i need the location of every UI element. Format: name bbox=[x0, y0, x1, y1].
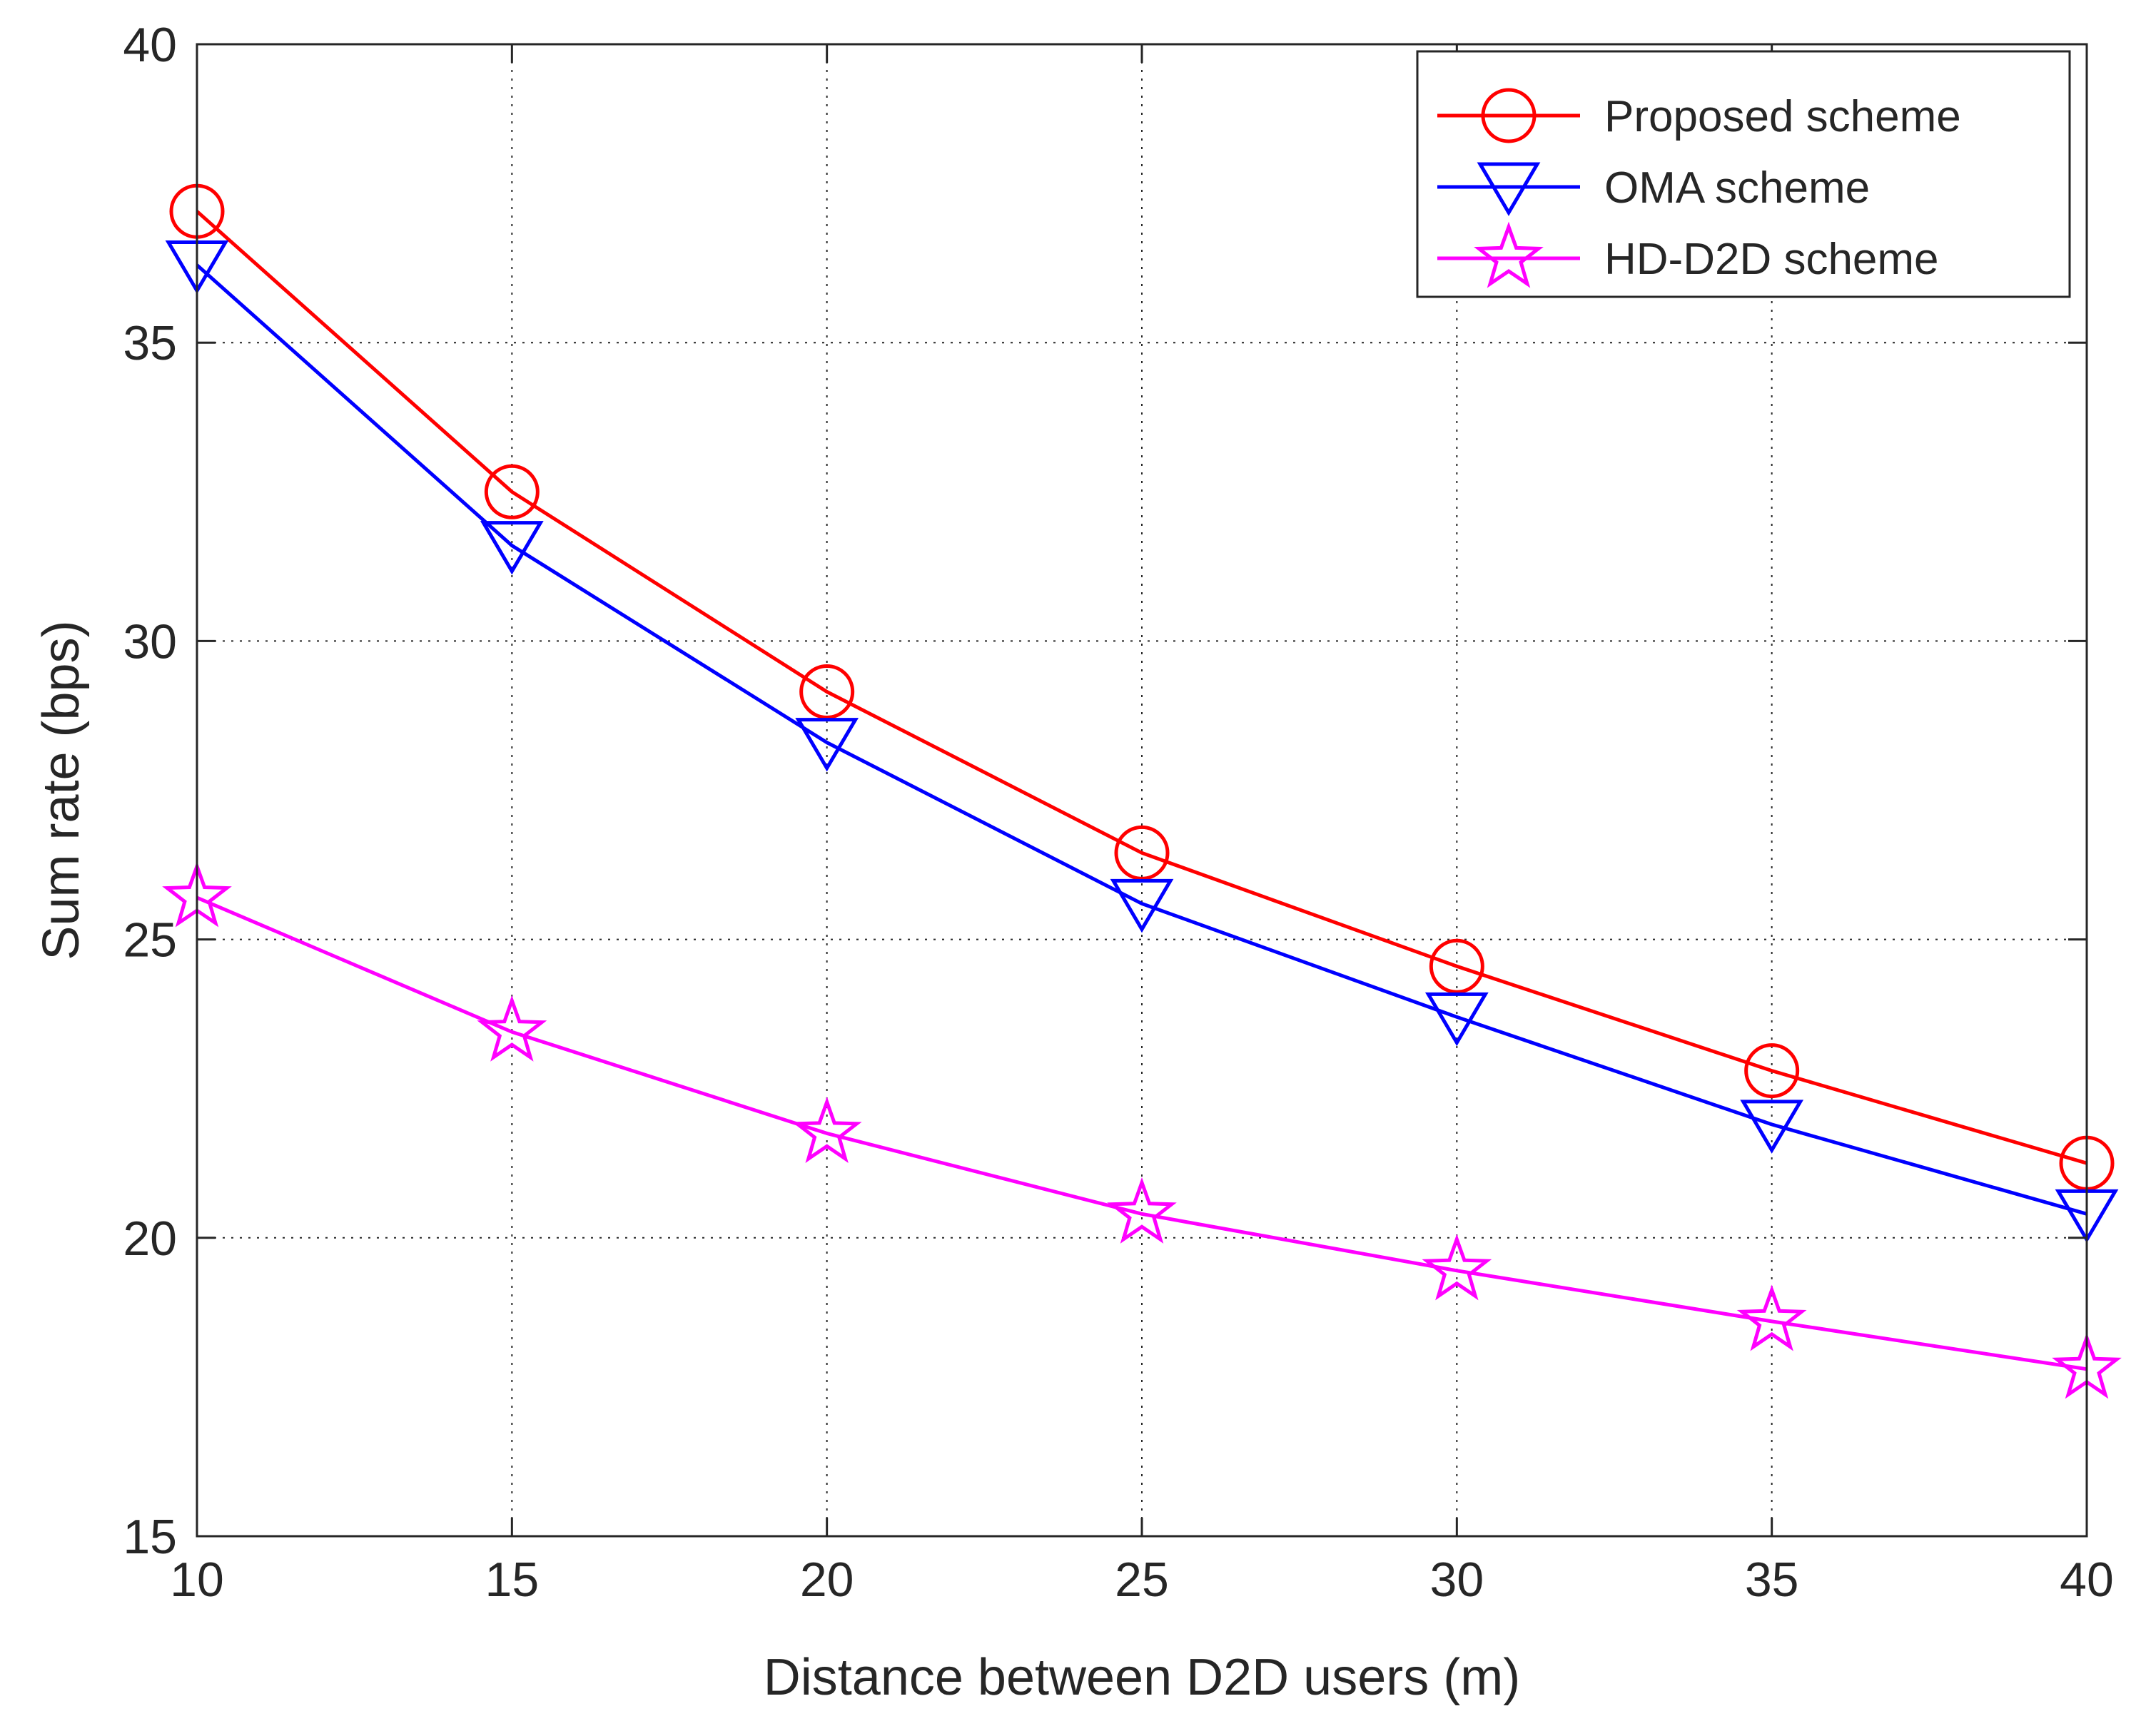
data-point bbox=[1424, 992, 1489, 1047]
legend-entry: OMA scheme bbox=[1437, 162, 1870, 216]
data-point bbox=[791, 1096, 862, 1163]
data-point bbox=[1114, 825, 1170, 880]
data-point bbox=[1429, 938, 1484, 994]
x-tick-label: 20 bbox=[800, 1553, 854, 1607]
data-point bbox=[795, 718, 859, 772]
series-line bbox=[196, 210, 2087, 1165]
legend: Proposed scheme OMA scheme HD-D2D scheme bbox=[1416, 50, 2071, 298]
legend-box bbox=[1416, 50, 2071, 298]
x-tick-label: 35 bbox=[1745, 1553, 1799, 1607]
legend-entry: HD-D2D scheme bbox=[1437, 221, 1939, 288]
x-tick-label: 30 bbox=[1430, 1553, 1484, 1607]
data-point bbox=[1740, 1100, 1804, 1154]
y-tick-label: 30 bbox=[123, 614, 177, 669]
x-tick-label: 10 bbox=[170, 1553, 224, 1607]
series-0 bbox=[169, 183, 2115, 1191]
y-tick-label: 20 bbox=[123, 1212, 177, 1266]
legend-marker bbox=[1481, 88, 1537, 143]
data-point bbox=[1736, 1284, 1807, 1351]
y-tick-label: 35 bbox=[123, 316, 177, 370]
series-2 bbox=[162, 861, 2122, 1399]
data-point bbox=[484, 464, 540, 519]
data-point bbox=[480, 521, 544, 575]
data-point bbox=[1744, 1043, 1800, 1099]
legend-label: Proposed scheme bbox=[1604, 92, 1961, 141]
data-point bbox=[1107, 1177, 1177, 1244]
x-tick-label: 15 bbox=[485, 1553, 540, 1607]
data-point bbox=[477, 995, 547, 1062]
legend-marker bbox=[1474, 221, 1544, 288]
series-line bbox=[196, 263, 2087, 1216]
data-point bbox=[799, 664, 855, 719]
y-tick-label: 25 bbox=[123, 913, 177, 968]
y-tick-label: 40 bbox=[123, 18, 177, 72]
x-axis-label: Distance between D2D users (m) bbox=[764, 1649, 1520, 1706]
x-tick-label: 25 bbox=[1115, 1553, 1169, 1607]
legend-entry: Proposed scheme bbox=[1437, 88, 1961, 143]
plot-series bbox=[162, 183, 2122, 1399]
y-axis-label: Sum rate (bps) bbox=[33, 620, 90, 960]
data-point bbox=[1422, 1234, 1492, 1301]
legend-label: OMA scheme bbox=[1604, 163, 1870, 213]
x-tick-label: 40 bbox=[2060, 1553, 2114, 1607]
y-tick-label: 15 bbox=[123, 1510, 177, 1564]
data-point bbox=[1110, 878, 1174, 933]
series-line bbox=[196, 895, 2087, 1371]
legend-marker bbox=[1477, 162, 1541, 216]
legend-label: HD-D2D scheme bbox=[1604, 235, 1939, 284]
